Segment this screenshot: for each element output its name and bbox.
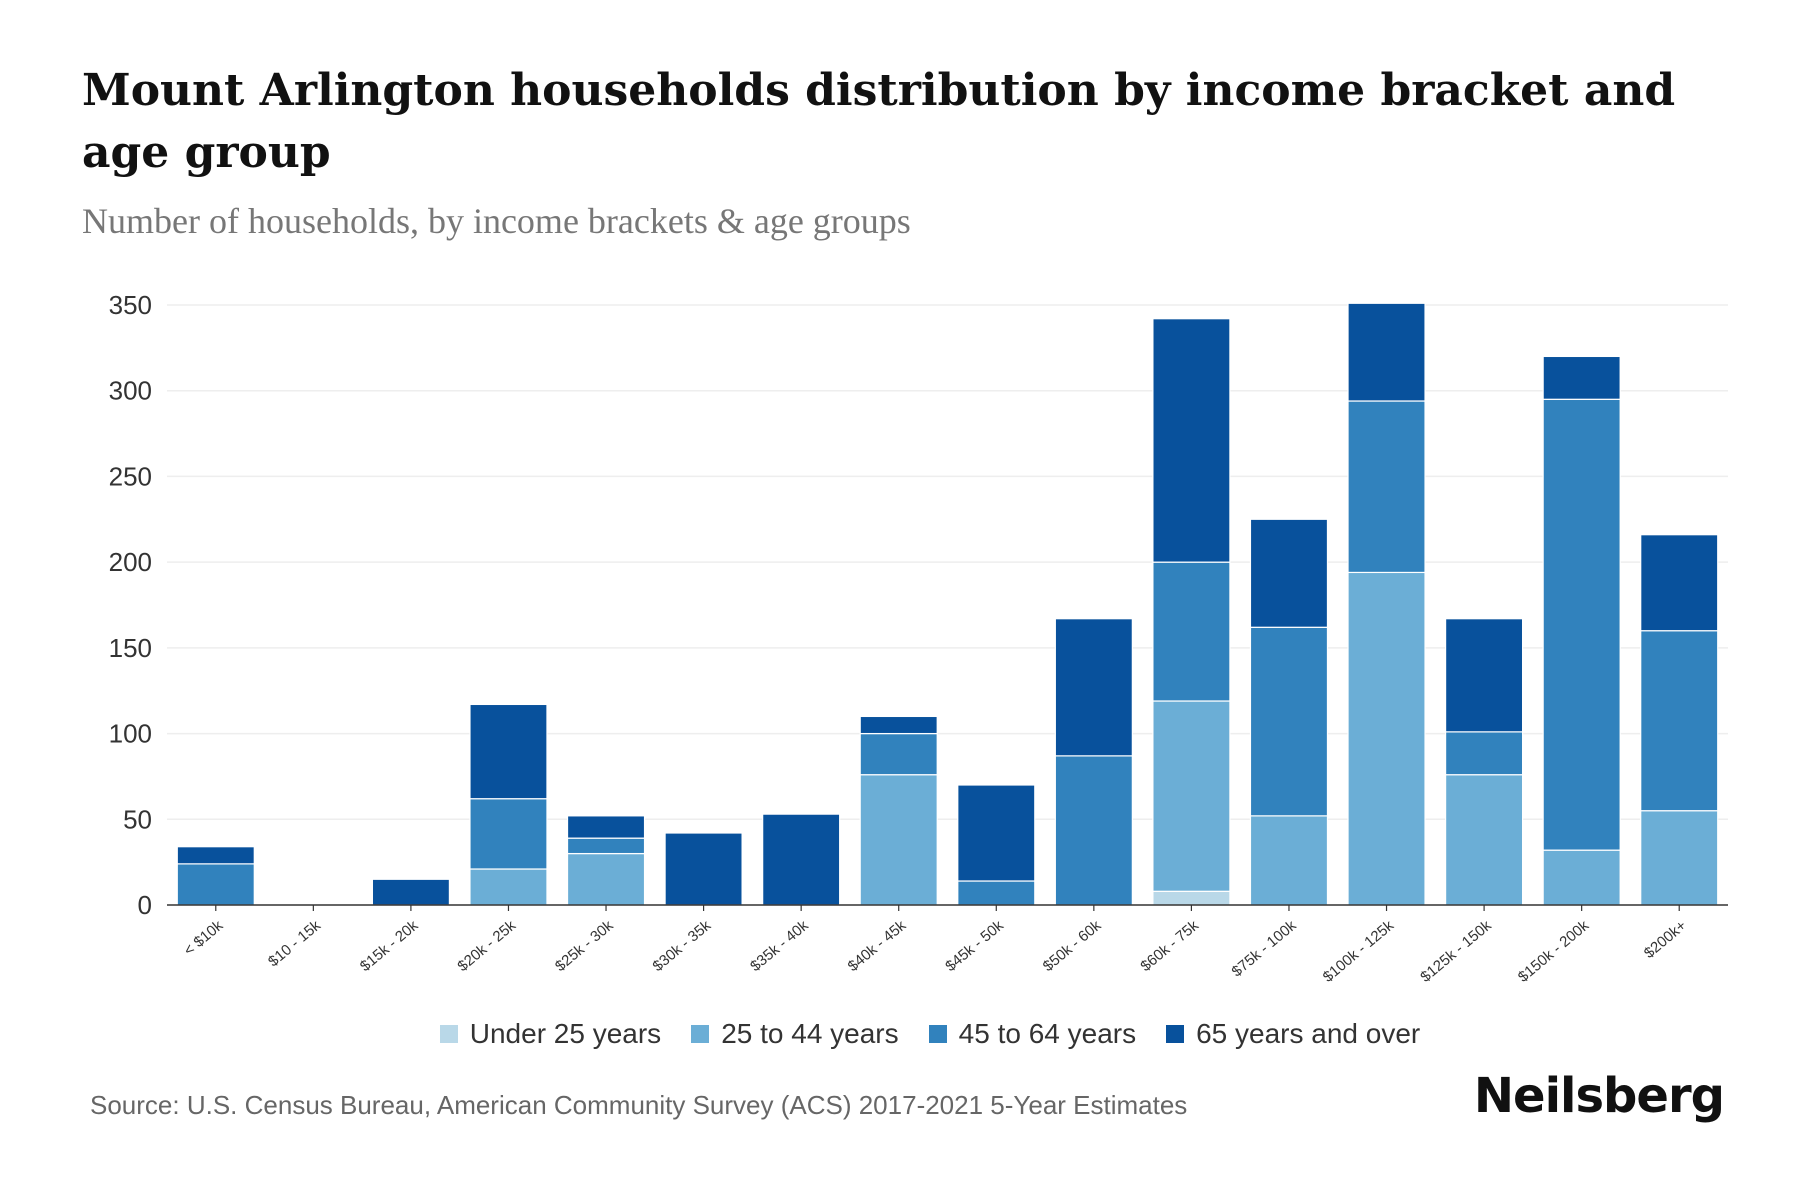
y-tick-label: 250 [109, 461, 152, 491]
legend-label: 25 to 44 years [721, 1018, 899, 1049]
y-tick-label: 300 [109, 376, 152, 406]
bar-segment-65-years-and-over [1249, 518, 1329, 628]
bar-segment-65-years-and-over [1152, 318, 1231, 563]
x-tick-label: $10 - 15k [265, 917, 324, 971]
bar-segment-65-years-and-over [1054, 618, 1133, 757]
bar-segment-25-to-44-years [1640, 810, 1719, 906]
x-tick-label: $75k - 100k [1229, 917, 1300, 981]
bar-segment-25-to-44-years [859, 774, 938, 906]
x-tick-label: $50k - 60k [1040, 917, 1105, 975]
bar-segment-25-to-44-years [469, 868, 548, 906]
legend-swatch [691, 1025, 710, 1043]
x-tick-label: $40k - 45k [845, 917, 910, 975]
bar-segment-65-years-and-over [469, 703, 548, 800]
bar-segment-45-to-64-years [1152, 561, 1231, 702]
bar-segment-45-to-64-years [1054, 755, 1133, 906]
bar-segment-under-25-years [1152, 890, 1231, 906]
legend-label: Under 25 years [469, 1018, 662, 1049]
legend-item: 25 to 44 years [691, 1018, 899, 1050]
y-tick-label: 100 [109, 719, 152, 749]
source-note: Source: U.S. Census Bureau, American Com… [90, 1090, 1188, 1120]
bar-segment-45-to-64-years [1640, 630, 1719, 812]
bar-segment-65-years-and-over [371, 878, 451, 906]
legend-item: Under 25 years [439, 1018, 662, 1050]
y-tick-label: 150 [109, 633, 152, 663]
legend-swatch [439, 1025, 458, 1043]
bar-segment-45-to-64-years [176, 863, 255, 906]
bar-segment-45-to-64-years [1249, 626, 1329, 817]
bar-segment-45-to-64-years [469, 798, 548, 870]
x-tick-label: $125k - 150k [1417, 917, 1495, 986]
bar-segment-25-to-44-years [1542, 849, 1621, 906]
bar-segment-65-years-and-over [859, 715, 938, 735]
y-tick-label: 350 [109, 290, 152, 320]
bar-segment-45-to-64-years [1542, 398, 1621, 851]
legend-swatch [1166, 1025, 1185, 1043]
bar-segment-65-years-and-over [957, 784, 1036, 882]
bar-segment-45-to-64-years [566, 837, 646, 855]
y-tick-label: 50 [123, 804, 152, 834]
bar-segment-45-to-64-years [859, 732, 938, 776]
x-tick-label: $15k - 20k [357, 917, 422, 975]
x-tick-label: $150k - 200k [1515, 917, 1593, 986]
x-tick-label: $45k - 50k [942, 917, 1007, 975]
legend-label: 45 to 64 years [958, 1018, 1137, 1049]
bar-segment-25-to-44-years [1249, 815, 1329, 906]
legend-label: 65 years and over [1196, 1018, 1421, 1049]
chart-title: Mount Arlington households distribution … [82, 65, 1676, 178]
x-tick-label: $20k - 25k [454, 917, 519, 975]
bar-segment-25-to-44-years [1152, 700, 1231, 892]
legend-item: 65 years and over [1166, 1018, 1420, 1050]
legend: Under 25 years 25 to 44 years 45 to 64 yea… [0, 1018, 1800, 1050]
bar-segment-45-to-64-years [1444, 731, 1524, 776]
x-tick-label: $100k - 125k [1320, 917, 1398, 986]
bar-segment-25-to-44-years [1347, 571, 1426, 906]
stacked-bar-chart: 0 50 100 150 200 250 300 350 < $10k $10 - 15k $15k… [109, 290, 1728, 986]
x-tick-label: $35k - 40k [747, 917, 812, 975]
x-tick-label: $60k - 75k [1137, 917, 1202, 975]
bar-segment-65-years-and-over [566, 815, 646, 839]
bar-segment-25-to-44-years [566, 852, 646, 906]
legend-item: 45 to 64 years [928, 1018, 1137, 1050]
bar-segment-65-years-and-over [1542, 355, 1621, 400]
bar-segment-65-years-and-over [1640, 534, 1719, 632]
y-tick-label: 0 [138, 890, 152, 920]
chart-subtitle: Number of households, by income brackets… [82, 201, 911, 241]
neilsberg-logo: Neilsberg [1473, 1068, 1725, 1124]
x-tick-label: < $10k [181, 917, 227, 960]
x-tick-label: $30k - 35k [650, 917, 715, 975]
bar-segment-65-years-and-over [1347, 302, 1426, 402]
y-tick-label: 200 [109, 547, 152, 577]
bar-segment-45-to-64-years [957, 880, 1036, 906]
x-tick-label: $25k - 30k [552, 917, 617, 975]
bar-segment-65-years-and-over [762, 813, 841, 906]
x-tick-label: $200k+ [1641, 917, 1690, 962]
legend-swatch [928, 1025, 947, 1043]
bar-segment-65-years-and-over [664, 832, 743, 906]
bar-segment-65-years-and-over [176, 846, 255, 865]
bar-segment-45-to-64-years [1347, 400, 1426, 574]
bar-segment-65-years-and-over [1444, 618, 1524, 733]
bar-segment-25-to-44-years [1444, 774, 1524, 906]
